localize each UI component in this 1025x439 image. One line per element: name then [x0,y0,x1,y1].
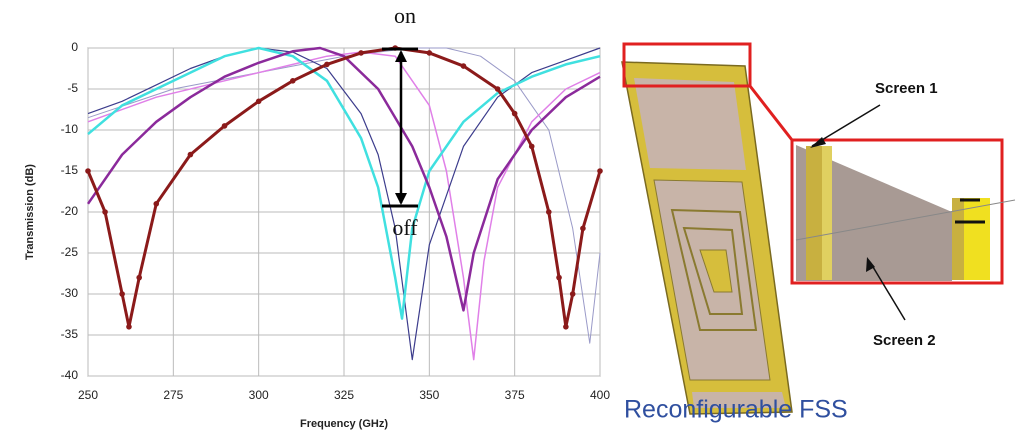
series-marker [546,209,552,215]
y-tick-label: -20 [61,204,79,218]
series-marker [563,324,569,330]
x-tick-label: 300 [249,388,269,402]
series-marker [570,291,576,297]
series-marker [222,123,228,129]
plot: 0 -5 -10 -15 -20 -25 -30 -35 -40 250 275 300 325 350 3… [61,40,611,402]
y-tick-label: -15 [61,163,79,177]
series-marker [358,50,364,56]
y-tick-label: 0 [71,40,78,54]
series-marker [119,291,125,297]
series-marker [136,275,142,281]
x-tick-label: 275 [163,388,183,402]
series-marker [188,152,194,158]
series-marker [580,226,586,232]
series-marker [126,324,132,330]
series-marker [461,63,467,69]
series-marker [556,275,562,281]
x-axis-title: Frequency (GHz) [300,418,388,430]
series-marker [324,62,330,68]
x-tick-label: 375 [505,388,525,402]
annotation-off: off [392,215,418,240]
series-marker [85,168,91,174]
series-marker [256,99,262,105]
series-marker [597,168,603,174]
fss-diagram: Screen 1 Screen 2 [622,44,1015,414]
series-marker [102,209,108,215]
y-axis-title: Transmission (dB) [24,164,36,260]
caption: Reconfigurable FSS [624,396,848,424]
series-marker [153,201,159,207]
y-tick-label: -25 [61,245,79,259]
x-tick-label: 350 [419,388,439,402]
x-tick-label: 325 [334,388,354,402]
y-tick-label: -10 [61,122,79,136]
series-marker [529,144,535,150]
series-marker [427,50,433,56]
x-tick-label: 250 [78,388,98,402]
y-tick-label: -5 [67,81,78,95]
y-tick-label: -30 [61,286,79,300]
figure: 0 -5 -10 -15 -20 -25 -30 -35 -40 250 275 300 325 350 3… [0,0,1025,434]
screen-1-label: Screen 1 [875,80,938,97]
annotation-on: on [394,3,416,28]
y-tick-label: -35 [61,327,79,341]
series-marker [512,111,518,117]
y-tick-label: -40 [61,368,79,382]
x-tick-label: 400 [590,388,610,402]
series-marker [290,78,296,84]
series-marker [495,86,501,92]
screen-2-label: Screen 2 [873,332,936,349]
